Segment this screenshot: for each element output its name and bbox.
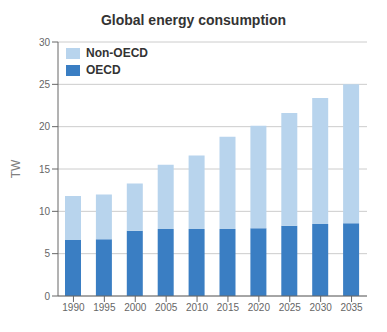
svg-text:15: 15 bbox=[39, 164, 51, 175]
svg-text:2020: 2020 bbox=[248, 302, 271, 313]
svg-text:5: 5 bbox=[44, 248, 50, 259]
svg-text:10: 10 bbox=[39, 206, 51, 217]
svg-text:1990: 1990 bbox=[62, 302, 85, 313]
svg-text:0: 0 bbox=[44, 291, 50, 302]
svg-text:2000: 2000 bbox=[124, 302, 147, 313]
svg-text:30: 30 bbox=[39, 37, 51, 48]
svg-text:2025: 2025 bbox=[279, 302, 302, 313]
svg-text:1995: 1995 bbox=[93, 302, 116, 313]
svg-text:25: 25 bbox=[39, 79, 51, 90]
svg-text:20: 20 bbox=[39, 121, 51, 132]
svg-text:2030: 2030 bbox=[310, 302, 333, 313]
svg-text:2015: 2015 bbox=[217, 302, 240, 313]
html-text:Non-OECD: Non-OECD bbox=[86, 46, 148, 60]
svg-text:TW: TW bbox=[9, 159, 23, 178]
html-text:Global energy consumption: Global energy consumption bbox=[100, 12, 287, 28]
svg-text:2035: 2035 bbox=[340, 302, 363, 313]
svg-text:2005: 2005 bbox=[155, 302, 178, 313]
html-text:OECD: OECD bbox=[86, 63, 121, 77]
svg-text:2010: 2010 bbox=[186, 302, 209, 313]
